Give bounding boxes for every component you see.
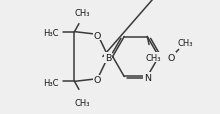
Text: O: O — [94, 76, 101, 84]
Text: CH₃: CH₃ — [178, 39, 193, 48]
Text: O: O — [94, 32, 101, 40]
Text: N: N — [144, 73, 151, 82]
Text: CH₃: CH₃ — [74, 98, 90, 107]
Text: CH₃: CH₃ — [74, 9, 90, 18]
Text: H₃C: H₃C — [43, 78, 59, 87]
Text: O: O — [168, 54, 175, 62]
Text: B: B — [105, 54, 111, 62]
Text: CH₃: CH₃ — [146, 53, 161, 62]
Text: H₃C: H₃C — [43, 29, 59, 38]
